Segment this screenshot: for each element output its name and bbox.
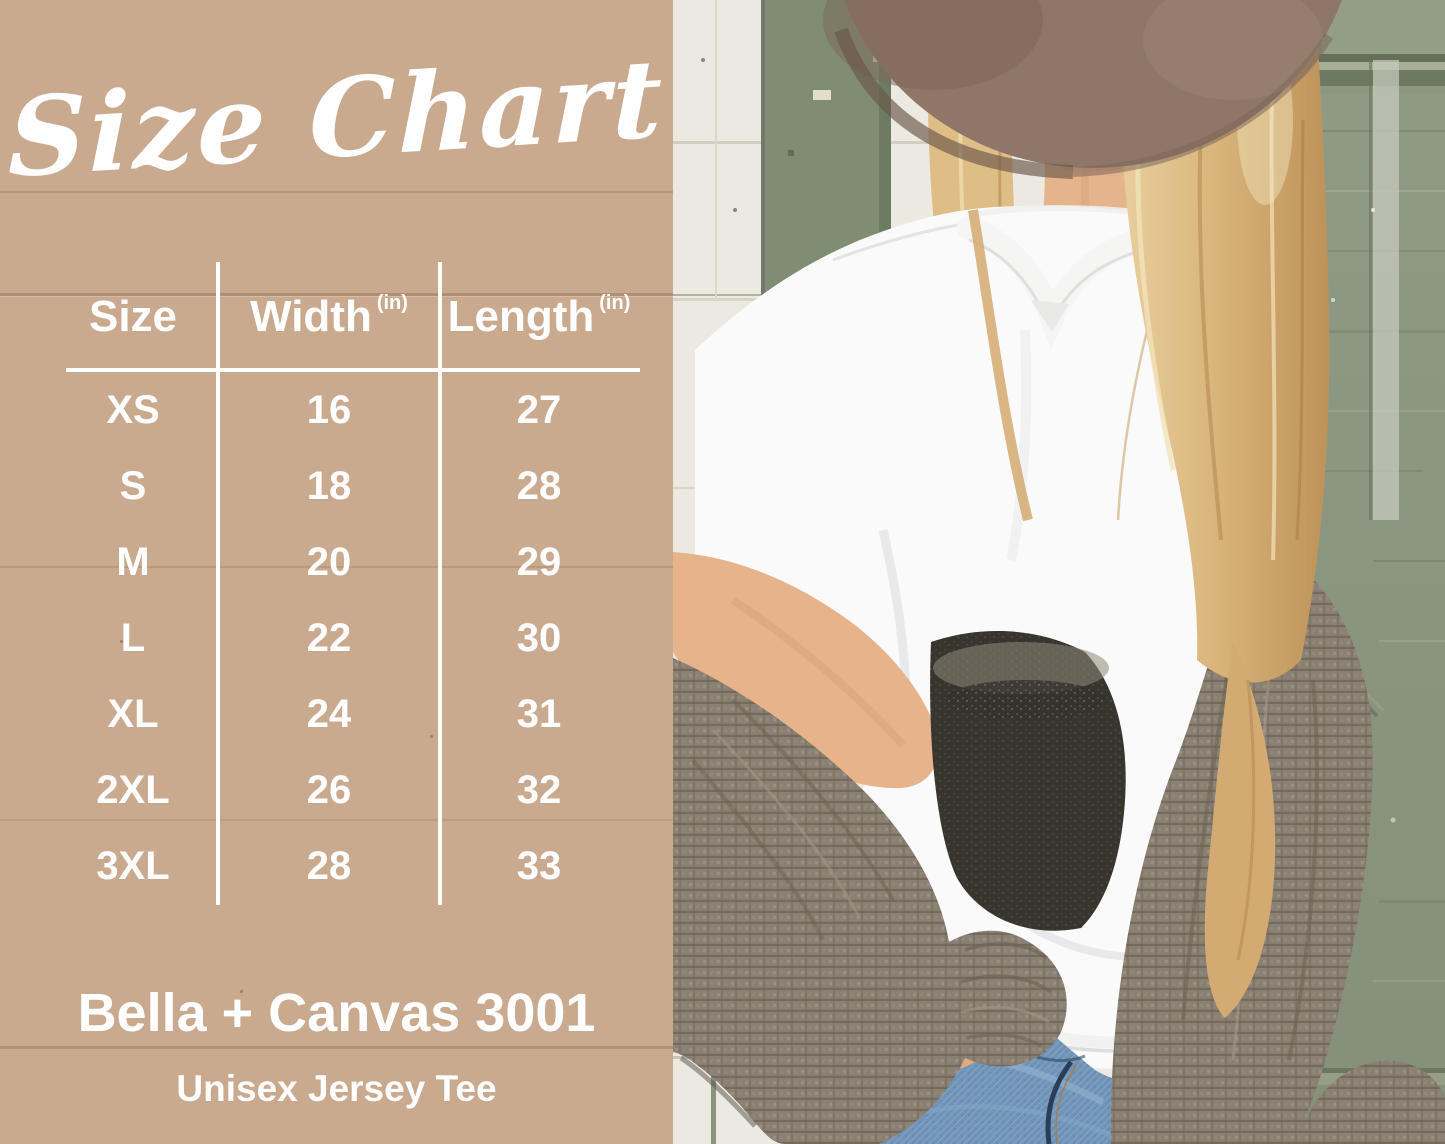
unit-superscript: (in): [376, 291, 408, 314]
length-cell: 28: [516, 463, 562, 508]
width-cell: 24: [306, 691, 352, 736]
column-header-length: Length (in): [447, 291, 631, 342]
size-table: Size Width (in) Length (in) XS 16 27 S 18 …: [0, 262, 660, 905]
length-cell: 31: [516, 691, 562, 736]
size-chart-panel: Size Chart Size Width (in) Length (in) XS …: [0, 0, 673, 1144]
length-cell: 30: [516, 615, 562, 660]
hat: [823, 0, 1342, 179]
product-subtitle: Unisex Jersey Tee: [176, 1068, 497, 1109]
size-cell: M: [116, 539, 150, 584]
hair-right: [1120, 0, 1330, 1018]
cardigan-shadow-gap: [930, 631, 1126, 931]
left-arm: [673, 552, 939, 789]
size-cell: 3XL: [96, 843, 170, 888]
width-cell: 16: [306, 387, 352, 432]
table-divider-line: [438, 262, 442, 905]
table-header-rule: [66, 368, 640, 372]
size-cell: L: [120, 615, 146, 660]
length-cell: 27: [516, 387, 562, 432]
jeans-fly-seam: [1045, 1060, 1074, 1144]
table-divider-line: [216, 262, 220, 905]
length-cell: 29: [516, 539, 562, 584]
column-header-width: Width (in): [250, 291, 408, 342]
width-cell: 18: [306, 463, 352, 508]
cardigan-left-sleeve: [673, 658, 1067, 1144]
unit-superscript: (in): [599, 291, 631, 314]
model-photo: [673, 0, 1445, 1144]
size-cell: XS: [106, 387, 160, 432]
length-cell: 32: [516, 767, 562, 812]
size-cell: S: [119, 463, 147, 508]
length-cell: 33: [516, 843, 562, 888]
width-cell: 26: [306, 767, 352, 812]
hair-strand: [968, 209, 1033, 522]
width-cell: 28: [306, 843, 352, 888]
crew-collar: [957, 205, 1189, 351]
width-cell: 22: [306, 615, 352, 660]
width-cell: 20: [306, 539, 352, 584]
column-header-size: Size: [88, 292, 178, 341]
size-cell: XL: [107, 691, 159, 736]
size-cell: 2XL: [96, 767, 170, 812]
product-name: Bella + Canvas 3001: [77, 983, 596, 1043]
